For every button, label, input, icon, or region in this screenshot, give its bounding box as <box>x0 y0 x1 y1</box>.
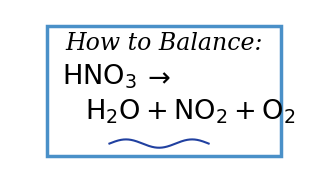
Text: $\rightarrow$: $\rightarrow$ <box>142 64 171 90</box>
Text: $\mathrm{HNO_3}$: $\mathrm{HNO_3}$ <box>62 63 138 91</box>
Text: $\mathrm{H_2O + NO_2 + O_2}$: $\mathrm{H_2O + NO_2 + O_2}$ <box>84 97 295 126</box>
Text: How to Balance:: How to Balance: <box>65 32 263 55</box>
